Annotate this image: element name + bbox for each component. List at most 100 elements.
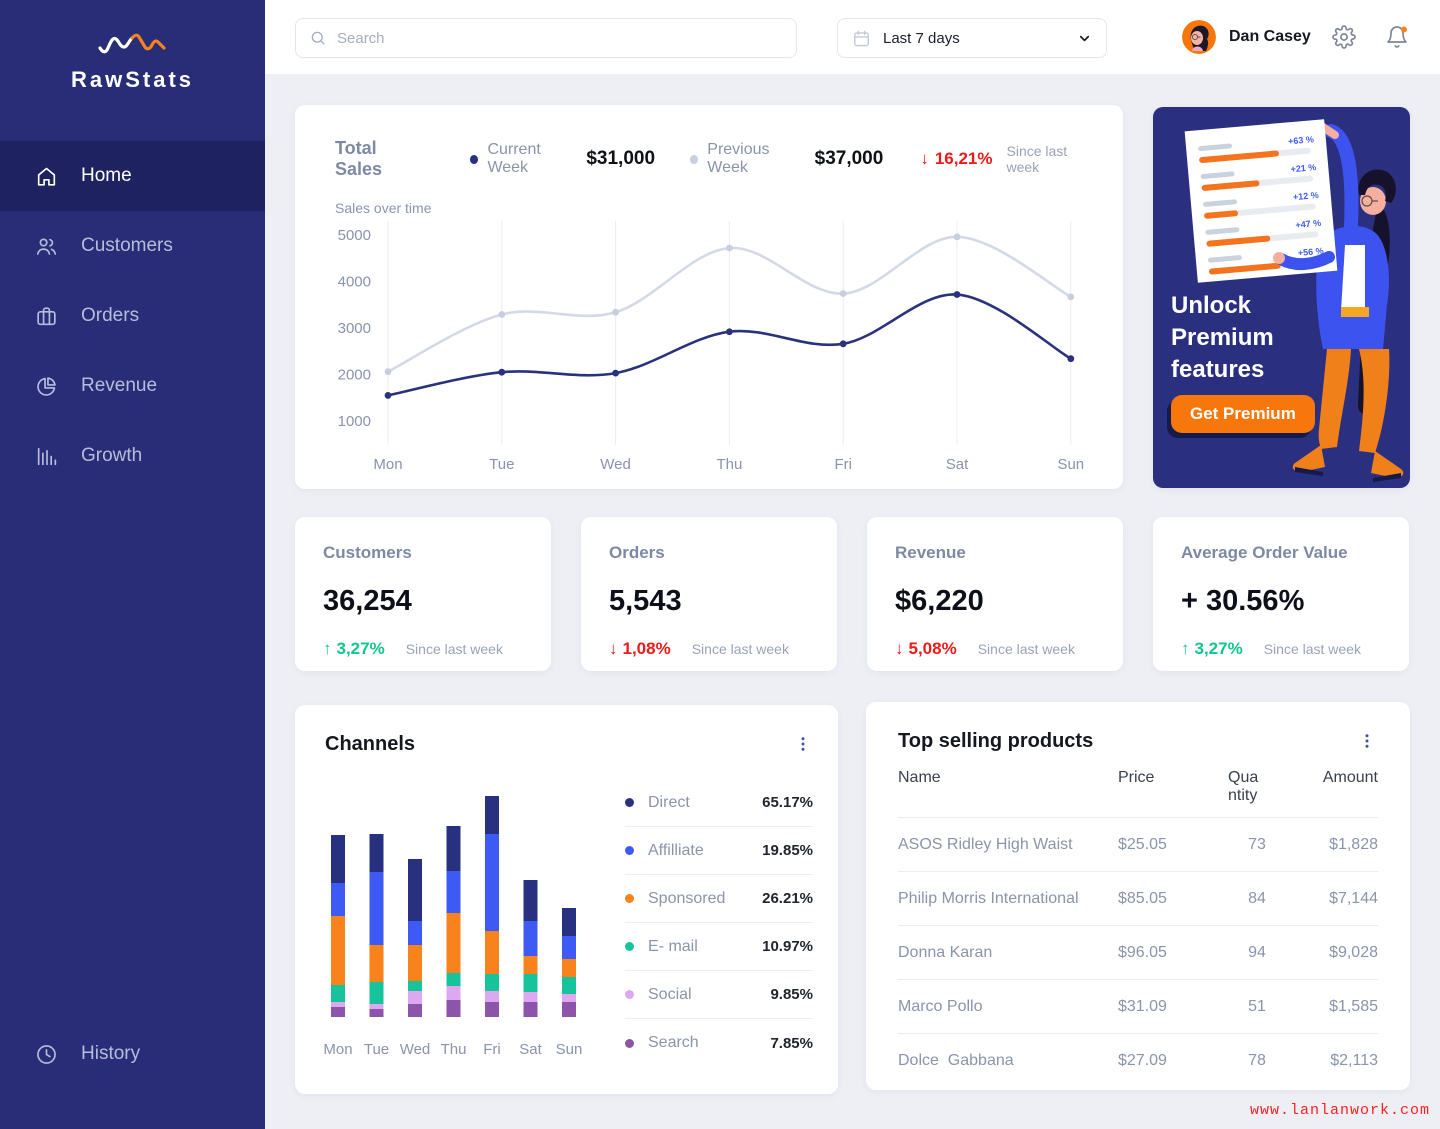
get-premium-button[interactable]: Get Premium xyxy=(1171,395,1315,433)
channels-legend: Direct 65.17% Affilliate 19.85% Sponsored 26.… xyxy=(625,779,813,1067)
table-row[interactable]: Marco Pollo $31.09 51 $1,585 xyxy=(898,979,1378,1034)
bar-segment xyxy=(562,1002,576,1017)
avatar[interactable] xyxy=(1182,20,1216,54)
column-header-price: Price xyxy=(1118,769,1228,818)
stat-delta: ↓ 1,08% Since last week xyxy=(609,639,809,659)
table-cell-amount: $1,828 xyxy=(1286,817,1378,872)
bar-segment xyxy=(485,1002,499,1017)
sidebar-item-growth[interactable]: Growth xyxy=(0,421,265,491)
date-range-select[interactable]: Last 7 days xyxy=(837,18,1107,58)
bars-icon xyxy=(37,447,57,465)
products-table: Name Price Qua ntity Amount ASOS Ridley Hig… xyxy=(898,769,1378,1087)
legend-label: Current Week xyxy=(487,141,541,176)
channels-card: Channels Mon Tue Wed Thu Fri Sat Sun Direct 65.… xyxy=(295,705,838,1094)
legend-item-direct[interactable]: Direct 65.17% xyxy=(625,779,813,827)
bar-segment xyxy=(523,921,538,956)
data-point xyxy=(1067,293,1075,301)
x-tick-label: Thu xyxy=(716,456,742,473)
bell-icon xyxy=(1387,26,1407,48)
table-row[interactable]: Philip Morris International $85.05 84 $7,14… xyxy=(898,871,1378,926)
pie-icon xyxy=(37,376,56,396)
stat-card-average-order-value: Average Order Value + 30.56% ↑ 3,27% Since l… xyxy=(1153,517,1409,671)
bar-segment xyxy=(523,956,538,974)
table-cell-qty: 78 xyxy=(1248,1052,1266,1069)
table-cell-qty: 73 xyxy=(1228,817,1286,872)
svg-text:+56 %: +56 % xyxy=(1297,246,1324,258)
table-row[interactable]: Donna Karan $96.05 94 $9,028 xyxy=(898,925,1378,980)
channels-bar-chart: Mon Tue Wed Thu Fri Sat Sun xyxy=(323,796,582,1058)
bar-segment xyxy=(485,991,499,1002)
stat-title: Revenue xyxy=(895,543,966,562)
sidebar: RawStats Home Customers Orders Revenue Growt… xyxy=(0,0,265,1129)
y-tick-label: 2000 xyxy=(338,367,371,384)
legend-item-sponsored[interactable]: Sponsored 26.21% xyxy=(625,875,813,923)
card-title: Total Sales xyxy=(335,138,383,179)
data-point xyxy=(726,244,733,252)
sidebar-item-orders[interactable]: Orders xyxy=(0,281,265,351)
bar-segment xyxy=(446,1000,461,1017)
bar-segment xyxy=(369,834,384,872)
table-cell-qty: 51 xyxy=(1228,979,1286,1034)
data-point xyxy=(612,369,619,377)
table-row[interactable]: Dolce Gabbana $27.09 78 $2,113 xyxy=(898,1034,1378,1088)
stat-delta: ↑ 3,27% Since last week xyxy=(1181,639,1381,659)
bar-segment xyxy=(369,1004,384,1009)
sidebar-nav: Home Customers Orders Revenue Growth xyxy=(0,141,265,491)
calendar-icon xyxy=(854,30,869,46)
sidebar-item-revenue[interactable]: Revenue xyxy=(0,351,265,421)
premium-title: Unlock Premium features xyxy=(1171,292,1274,383)
table-cell-name: Philip Morris International xyxy=(898,871,1118,926)
x-tick-label: Wed xyxy=(400,1041,431,1058)
table-cell-name: ASOS Ridley High Waist xyxy=(898,817,1118,872)
settings-button[interactable] xyxy=(1332,25,1356,52)
bar-segment xyxy=(408,991,422,1004)
sidebar-item-history[interactable]: History xyxy=(0,1019,265,1089)
stat-title: Average Order Value xyxy=(1181,543,1348,562)
sidebar-item-label: Customers xyxy=(81,235,173,256)
legend-item-social[interactable]: Social 9.85% xyxy=(625,971,813,1019)
x-tick-label: Mon xyxy=(373,456,402,473)
stat-note: Since last week xyxy=(1263,641,1361,657)
delta-note: Since last week xyxy=(1006,143,1068,175)
stat-delta-value: 3,27% xyxy=(1194,639,1243,658)
legend-value: 26.21% xyxy=(762,890,813,907)
notifications-button[interactable] xyxy=(1385,25,1409,52)
products-menu-button[interactable] xyxy=(1356,730,1378,755)
sidebar-item-home[interactable]: Home xyxy=(0,141,265,211)
x-tick-label: Sat xyxy=(946,456,969,473)
search-box[interactable] xyxy=(295,18,797,58)
x-tick-label: Sun xyxy=(1057,456,1084,473)
channels-menu-button[interactable] xyxy=(792,733,814,758)
legend-dot xyxy=(625,990,634,999)
user-menu[interactable]: Dan Casey xyxy=(1182,20,1311,54)
chart-subtitle: Sales over time xyxy=(335,200,432,216)
stat-delta-value: 3,27% xyxy=(336,639,385,658)
stat-title: Customers xyxy=(323,543,412,562)
legend-item-e-mail[interactable]: E- mail 10.97% xyxy=(625,923,813,971)
card-title: Channels xyxy=(325,733,416,755)
table-row[interactable]: ASOS Ridley High Waist $25.05 73 $1,828 xyxy=(898,817,1378,872)
data-point xyxy=(498,311,506,318)
x-tick-label: Fri xyxy=(834,456,852,473)
legend-item-affilliate[interactable]: Affilliate 19.85% xyxy=(625,827,813,875)
bar-segment xyxy=(369,945,384,982)
search-input[interactable] xyxy=(337,29,783,47)
sidebar-item-customers[interactable]: Customers xyxy=(0,211,265,281)
stat-delta: ↑ 3,27% Since last week xyxy=(323,639,523,659)
table-cell-amount: $7,144 xyxy=(1286,871,1378,926)
bar-segment xyxy=(331,1002,345,1007)
users-icon xyxy=(36,237,57,255)
legend-item-search[interactable]: Search 7.85% xyxy=(625,1019,813,1067)
sidebar-item-label: History xyxy=(81,1043,141,1064)
table-cell-amount: $1,585 xyxy=(1286,979,1378,1034)
y-tick-label: 3000 xyxy=(338,320,371,337)
legend-dot xyxy=(625,798,634,807)
legend-label: Direct xyxy=(648,793,690,811)
bar-segment xyxy=(562,936,576,959)
data-point xyxy=(953,233,961,241)
brand-name: RawStats xyxy=(70,67,195,92)
column-header-qty: Qua ntity xyxy=(1228,769,1286,818)
data-point xyxy=(1067,355,1075,363)
bar-segment xyxy=(485,974,499,991)
briefcase-icon xyxy=(37,306,56,325)
